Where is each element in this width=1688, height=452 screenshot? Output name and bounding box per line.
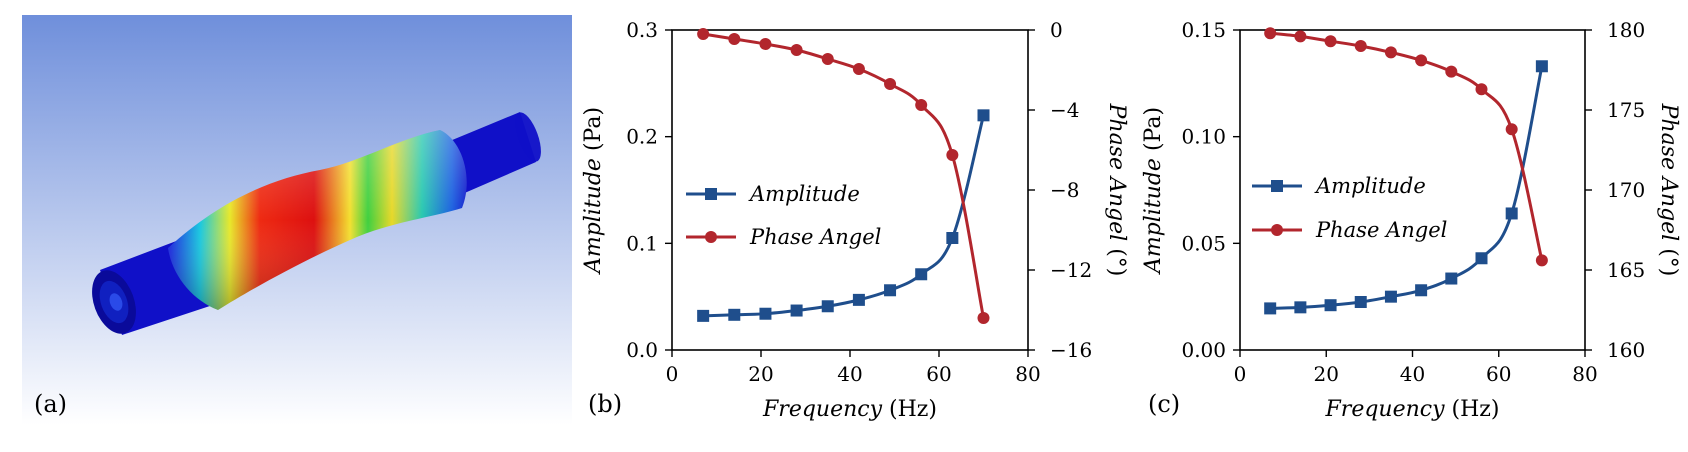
y2-axis-title: Phase Angel (°) bbox=[1656, 103, 1681, 277]
amplitude-point bbox=[1475, 252, 1488, 265]
y2-tick-label: 175 bbox=[1607, 98, 1645, 122]
x-axis-title: Frequency (Hz) bbox=[1325, 397, 1500, 422]
y2-tick-label: 165 bbox=[1607, 258, 1645, 282]
y-axis-title: Amplitude (Pa) bbox=[1141, 107, 1166, 275]
legend-label: Amplitude bbox=[748, 182, 860, 206]
panel-c-label: (c) bbox=[1148, 390, 1180, 418]
right-pipe-segment bbox=[445, 112, 541, 195]
phase-angel-point bbox=[977, 312, 990, 324]
y-axis-title: Amplitude (Pa) bbox=[581, 107, 606, 275]
series-line-phase-angel bbox=[1270, 31, 1544, 261]
phase-angel-point bbox=[915, 99, 928, 111]
y2-tick-label: −8 bbox=[1050, 178, 1079, 202]
y2-axis-title: Phase Angel (°) bbox=[1104, 103, 1129, 277]
phase-angel-point bbox=[821, 53, 834, 65]
amplitude-point bbox=[1384, 290, 1397, 303]
legend-label: Amplitude bbox=[1314, 174, 1426, 198]
amplitude-point bbox=[977, 109, 990, 122]
amplitude-point bbox=[884, 284, 897, 297]
legend-label: Phase Angel bbox=[749, 225, 881, 249]
phase-angel-point bbox=[1294, 30, 1307, 43]
x-tick-label: 80 bbox=[1572, 362, 1597, 386]
panel-b-chart: 0 20 40 60 80 0.0 0.1 0.2 0.3 0 −4 −8 −12 −16 Frequenc… bbox=[581, 18, 1129, 422]
amplitude-point bbox=[728, 308, 741, 321]
phase-angel-point bbox=[1354, 40, 1367, 52]
amplitude-point bbox=[852, 293, 865, 306]
amplitude-point bbox=[1505, 207, 1518, 220]
phase-angel-point bbox=[790, 44, 803, 56]
panel-c-chart: 0 20 40 60 80 0.00 0.05 0.10 0.15 180 175 170 165 160… bbox=[1141, 18, 1681, 422]
y2-tick-label: −16 bbox=[1050, 338, 1092, 362]
x-tick-label: 40 bbox=[1400, 362, 1425, 386]
phase-angel-point bbox=[884, 78, 897, 90]
phase-angel-point bbox=[946, 149, 959, 161]
amplitude-point bbox=[946, 232, 959, 244]
phase-angel-point bbox=[1264, 27, 1277, 40]
y-tick-label: 0.05 bbox=[1181, 231, 1226, 255]
amplitude-point bbox=[821, 300, 834, 313]
y2-tick-label: 160 bbox=[1607, 338, 1645, 362]
phase-angel-point bbox=[852, 63, 865, 75]
amplitude-point bbox=[1535, 60, 1548, 73]
panel-a: (a) bbox=[22, 15, 572, 425]
x-tick-label: 60 bbox=[1486, 362, 1511, 386]
legend-marker-amplitude bbox=[1271, 180, 1283, 192]
series-line-phase-angel bbox=[702, 32, 985, 319]
y2-tick-label: −4 bbox=[1050, 98, 1079, 122]
legend-marker-phase-angel bbox=[705, 231, 717, 243]
series-line-amplitude bbox=[703, 114, 985, 318]
y-tick-label: 0.2 bbox=[626, 125, 658, 149]
x-tick-label: 0 bbox=[1234, 362, 1247, 386]
y-tick-label: 0.0 bbox=[626, 338, 658, 362]
x-tick-label: 20 bbox=[748, 362, 773, 386]
amplitude-point bbox=[1264, 302, 1277, 315]
deformed-section bbox=[168, 130, 467, 310]
deformed-pipe-contour-icon bbox=[92, 112, 541, 335]
amplitude-point bbox=[1415, 284, 1428, 297]
legend-label: Phase Angel bbox=[1315, 218, 1447, 242]
amplitude-point bbox=[790, 304, 803, 317]
amplitude-point bbox=[1294, 301, 1307, 314]
panel-a-label: (a) bbox=[34, 390, 67, 418]
phase-angel-point bbox=[759, 38, 772, 50]
y-tick-label: 0.10 bbox=[1181, 125, 1226, 149]
y-tick-label: 0.15 bbox=[1181, 18, 1226, 42]
x-tick-label: 40 bbox=[837, 362, 862, 386]
y2-tick-label: 170 bbox=[1607, 178, 1645, 202]
amplitude-point bbox=[1445, 272, 1458, 285]
phase-angel-point bbox=[1384, 46, 1397, 59]
legend-marker-amplitude bbox=[705, 188, 717, 200]
amplitude-point bbox=[1354, 296, 1367, 308]
amplitude-point bbox=[759, 307, 772, 320]
y2-tick-label: −12 bbox=[1050, 258, 1092, 282]
legend-marker-phase-angel bbox=[1271, 224, 1283, 236]
phase-angel-point bbox=[1475, 83, 1488, 96]
amplitude-point bbox=[697, 309, 710, 322]
phase-angel-point bbox=[728, 33, 741, 45]
x-axis-title: Frequency (Hz) bbox=[762, 397, 937, 422]
x-tick-label: 80 bbox=[1015, 362, 1040, 386]
amplitude-point bbox=[915, 268, 928, 281]
phase-angel-point bbox=[1415, 54, 1428, 67]
y-tick-label: 0.1 bbox=[626, 231, 658, 255]
panel-b-label: (b) bbox=[588, 390, 622, 418]
x-tick-label: 20 bbox=[1314, 362, 1339, 386]
phase-angel-point bbox=[1535, 254, 1548, 267]
phase-angel-point bbox=[1324, 35, 1337, 48]
x-tick-label: 0 bbox=[666, 362, 679, 386]
y2-tick-label: 0 bbox=[1050, 18, 1063, 42]
y2-tick-label: 180 bbox=[1607, 18, 1645, 42]
y-tick-label: 0.00 bbox=[1181, 338, 1226, 362]
phase-angel-point bbox=[1445, 65, 1458, 78]
amplitude-point bbox=[1324, 299, 1337, 312]
phase-angel-point bbox=[1505, 123, 1518, 136]
phase-angel-point bbox=[697, 28, 710, 40]
y-tick-label: 0.3 bbox=[626, 18, 658, 42]
x-tick-label: 60 bbox=[926, 362, 951, 386]
